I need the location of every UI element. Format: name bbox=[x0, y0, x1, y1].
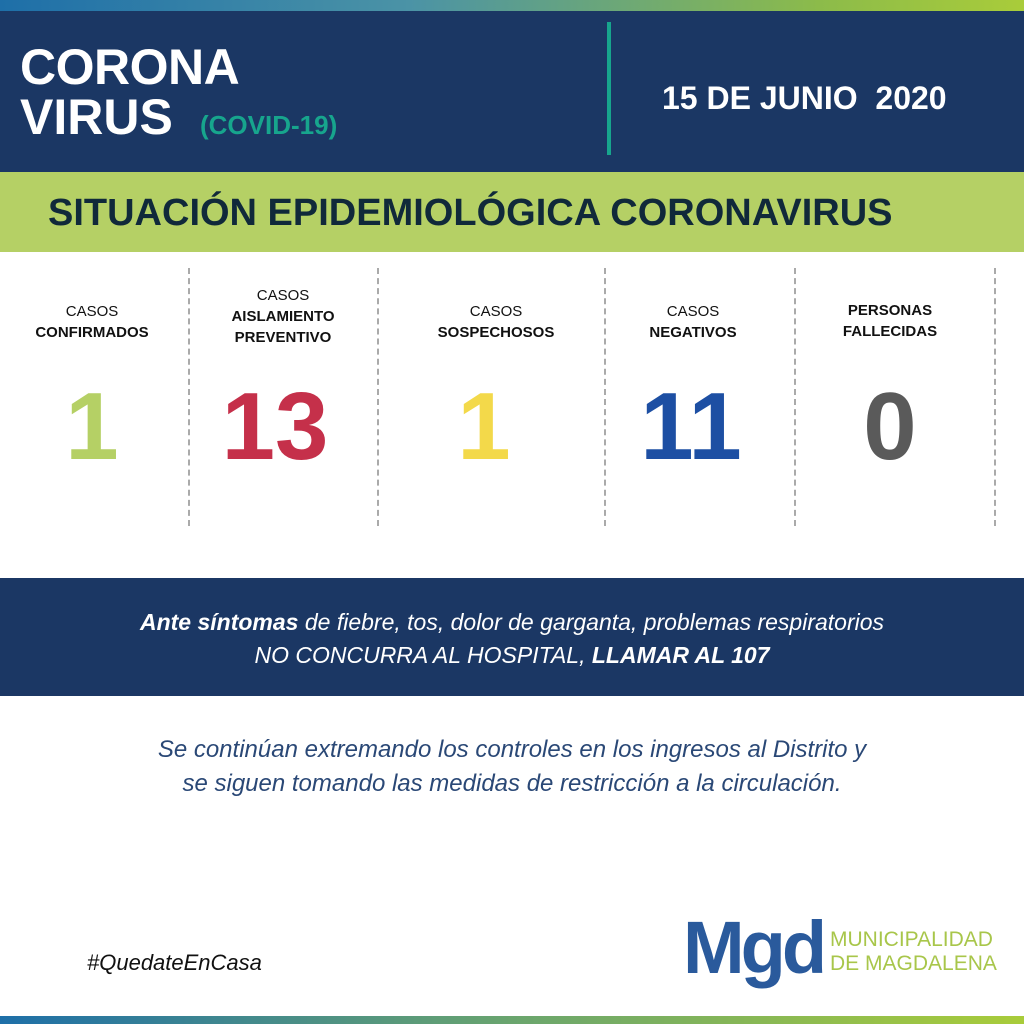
separator bbox=[377, 268, 379, 526]
subtitle: (COVID-19) bbox=[200, 110, 338, 140]
stat-label-fallecidas: PERSONAS FALLECIDAS bbox=[842, 302, 938, 340]
stat-label-confirmados: CASOS CONFIRMADOS bbox=[35, 303, 149, 341]
banner: SITUACIÓN EPIDEMIOLÓGICA CORONAVIRUS bbox=[0, 172, 1024, 252]
stat-value-negativos: 11 bbox=[640, 373, 742, 480]
stat-label-negativos: CASOS NEGATIVOS bbox=[649, 303, 737, 341]
banner-text: SITUACIÓN EPIDEMIOLÓGICA CORONAVIRUS bbox=[48, 192, 893, 234]
stat-value-aislamiento: 13 bbox=[221, 373, 329, 480]
header bbox=[0, 11, 1024, 172]
stat-value-sospechosos: 1 bbox=[457, 373, 511, 480]
body-text: Se continúan extremando los controles en… bbox=[157, 736, 867, 797]
separator bbox=[188, 268, 190, 526]
title-line1: CORONA bbox=[20, 39, 240, 95]
hashtag: #QuedateEnCasa bbox=[87, 950, 262, 975]
logo-mark: Mgd bbox=[683, 906, 827, 989]
bottom-gradient-bar bbox=[0, 1016, 1024, 1024]
stat-value-fallecidas: 0 bbox=[863, 373, 917, 480]
logo-text: MUNICIPALIDAD DE MAGDALENA bbox=[830, 928, 997, 975]
separator bbox=[794, 268, 796, 526]
stat-value-confirmados: 1 bbox=[65, 373, 119, 480]
divider bbox=[607, 22, 611, 155]
alert-banner: Ante síntomas de fiebre, tos, dolor de g… bbox=[0, 578, 1024, 696]
stat-label-aislamiento: CASOS AISLAMIENTO PREVENTIVO bbox=[231, 287, 335, 346]
title-line2: VIRUS bbox=[20, 89, 173, 145]
top-gradient-bar bbox=[0, 0, 1024, 11]
date: 15 DE JUNIO 2020 bbox=[662, 80, 947, 116]
stat-label-sospechosos: CASOS SOSPECHOSOS bbox=[437, 303, 555, 341]
separator bbox=[604, 268, 606, 526]
separator bbox=[994, 268, 996, 526]
